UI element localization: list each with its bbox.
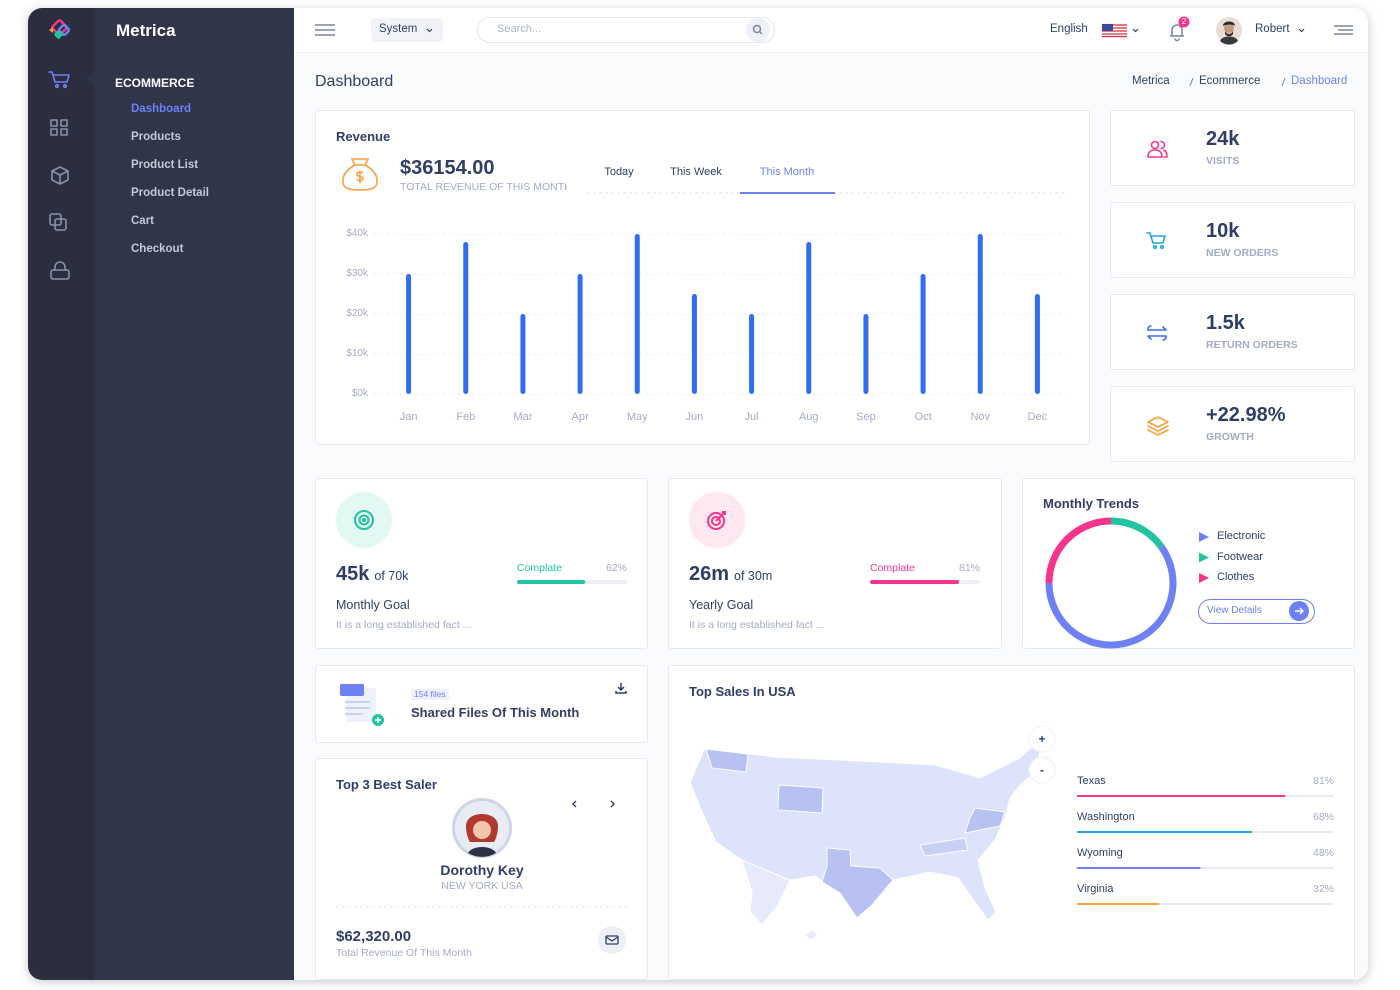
view-details-button[interactable]: [1198, 599, 1315, 624]
files-title: Shared Files Of This Month: [411, 705, 580, 720]
tab[interactable]: This Month: [759, 166, 815, 178]
state-name: Virginia: [1077, 883, 1114, 895]
x-tick-label: Jan: [399, 411, 418, 423]
x-tick-label: Oct: [914, 411, 932, 423]
goal-title: Yearly Goal: [689, 598, 754, 612]
brand-name: Metrica: [116, 21, 176, 40]
saler-caption: Total Revenue Of This Month: [336, 947, 472, 959]
state-name: Washington: [1077, 811, 1135, 823]
goal-percent: 62%: [605, 562, 627, 574]
y-tick-label: $20k: [346, 308, 368, 319]
stat-label: VISITS: [1206, 155, 1240, 167]
files-badge: 154 files: [411, 689, 449, 700]
x-tick-label: Mar: [513, 411, 533, 423]
goal-amount-row: 26m of 30m: [689, 564, 777, 584]
card-title: Monthly Trends: [1043, 496, 1140, 511]
menu-item[interactable]: Product Detail: [131, 187, 209, 199]
stat-value: 10k: [1206, 220, 1240, 242]
y-tick-label: $0k: [351, 388, 368, 399]
breadcrumb-item[interactable]: Metrica: [1132, 75, 1170, 87]
x-tick-label: Apr: [571, 411, 589, 423]
card-title: Top 3 Best Saler: [336, 777, 437, 792]
zoom-in[interactable]: +: [1038, 732, 1046, 746]
goal-of: of 70k: [374, 569, 409, 583]
user-name[interactable]: Robert: [1255, 23, 1290, 35]
tab[interactable]: Today: [604, 166, 634, 178]
state-percent: 81%: [1312, 775, 1334, 787]
goal-title: Monthly Goal: [336, 598, 410, 612]
stat-value: 24k: [1206, 128, 1240, 150]
x-tick-label: Jul: [744, 411, 759, 423]
legend-label: Footwear: [1217, 550, 1263, 563]
y-tick-label: $40k: [346, 228, 368, 239]
stat-label: NEW ORDERS: [1206, 247, 1279, 259]
state-percent: 48%: [1312, 847, 1334, 859]
stat-label: GROWTH: [1206, 431, 1254, 443]
x-tick-label: Dec: [1027, 411, 1048, 423]
stat-value: +22.98%: [1206, 404, 1286, 426]
card-title: Revenue: [336, 129, 391, 144]
saler-card: [315, 758, 648, 980]
files-card: [315, 665, 648, 743]
state-name: Wyoming: [1077, 847, 1123, 859]
stat-value: 1.5k: [1206, 312, 1245, 334]
state-percent: 68%: [1312, 811, 1334, 823]
notification-count: 2: [1181, 17, 1187, 26]
revenue-caption: TOTAL REVENUE OF THIS MONTH: [400, 182, 567, 193]
language[interactable]: English: [1050, 23, 1088, 35]
revenue-card: [315, 110, 1090, 445]
x-tick-label: Jun: [685, 411, 704, 423]
tab[interactable]: This Week: [670, 166, 722, 178]
goal-percent: 81%: [958, 562, 980, 574]
x-tick-label: Aug: [798, 411, 819, 423]
goal-of: of 30m: [734, 569, 773, 583]
y-tick-label: $10k: [346, 348, 368, 359]
x-tick-label: Sep: [856, 411, 876, 423]
sidebar-section: ECOMMERCE: [115, 76, 195, 90]
x-tick-label: Nov: [970, 411, 991, 423]
icon-bar: [28, 8, 94, 980]
breadcrumb-item[interactable]: Ecommerce: [1199, 75, 1261, 87]
x-tick-label: Feb: [456, 411, 476, 423]
menu-item[interactable]: Checkout: [131, 243, 184, 255]
top-bar: [294, 8, 1368, 53]
page-title: Dashboard: [315, 73, 394, 90]
saler-amount: $62,320.00: [336, 928, 412, 945]
state-percent: 32%: [1312, 883, 1334, 895]
zoom-out[interactable]: -: [1040, 763, 1044, 777]
system-label[interactable]: System: [379, 23, 418, 35]
goal-status: Complate: [870, 562, 915, 574]
saler-location: NEW YORK USA: [441, 880, 523, 892]
sales-card: [668, 665, 1355, 980]
menu-item[interactable]: Product List: [131, 159, 199, 171]
state-name: Texas: [1077, 775, 1106, 787]
card-title: Top Sales In USA: [689, 684, 796, 699]
goal-text: It is a long established fact ...: [336, 619, 472, 631]
goal-status: Complate: [517, 562, 562, 574]
goal-amount: 45k: [336, 563, 370, 585]
breadcrumb-item: Dashboard: [1291, 75, 1348, 87]
view-details-label[interactable]: View Details: [1207, 605, 1262, 616]
goal-text: It is a long established fact ...: [689, 619, 825, 631]
revenue-amount: $36154.00: [400, 157, 495, 179]
saler-name: Dorothy Key: [440, 862, 524, 878]
search-box[interactable]: [477, 17, 775, 43]
menu-item[interactable]: Dashboard: [131, 103, 192, 115]
legend-label: Clothes: [1217, 571, 1255, 583]
search-placeholder[interactable]: Search...: [497, 23, 542, 35]
goal-amount-row: 45k of 70k: [336, 564, 413, 584]
stat-label: RETURN ORDERS: [1206, 339, 1298, 351]
menu-item[interactable]: Cart: [131, 215, 155, 227]
y-tick-label: $30k: [346, 268, 368, 279]
goal-amount: 26m: [689, 563, 730, 585]
sidebar: [94, 8, 294, 980]
legend-label: Electronic: [1217, 530, 1266, 542]
x-tick-label: May: [626, 411, 648, 423]
menu-item[interactable]: Products: [131, 131, 181, 143]
